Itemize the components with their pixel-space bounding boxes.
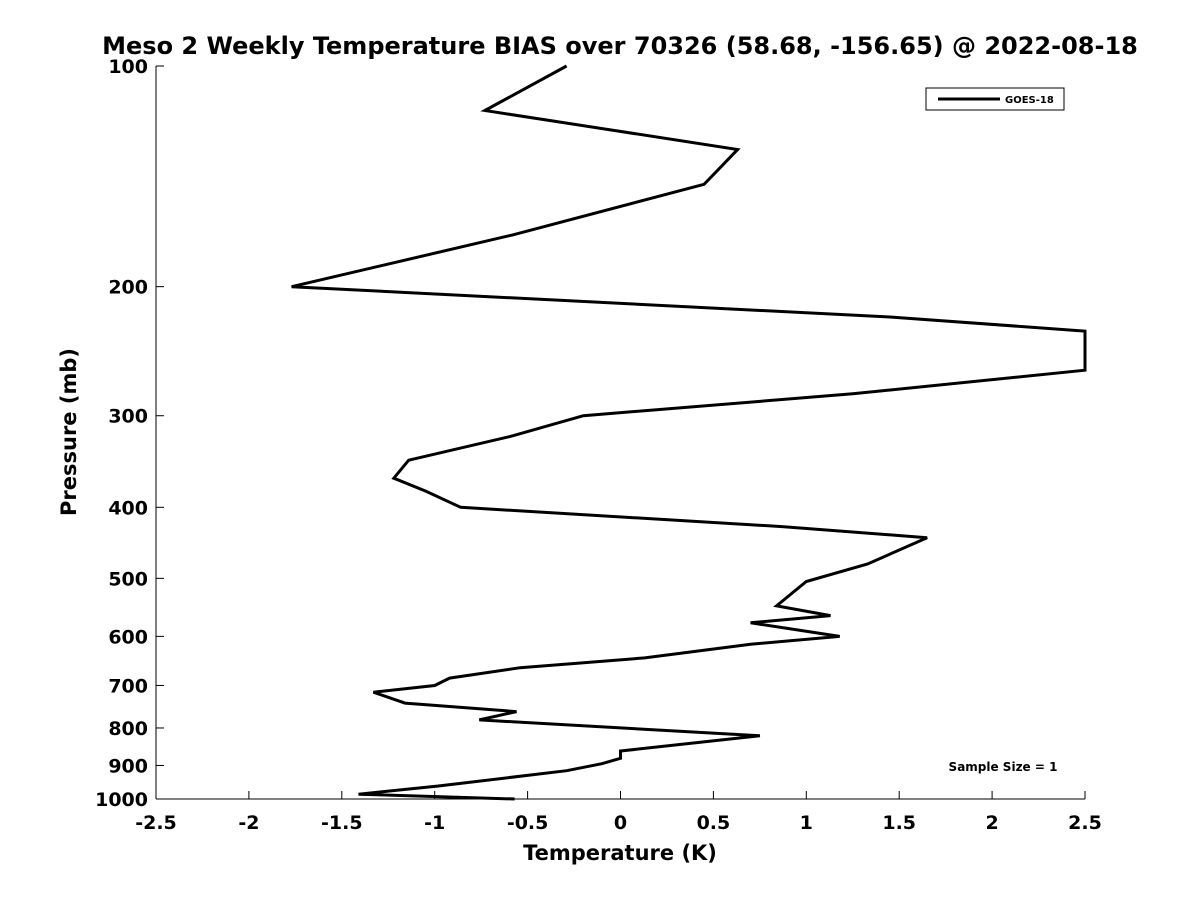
x-tick-label: 0 xyxy=(614,812,627,834)
plot-area xyxy=(156,66,1085,799)
y-tick-label: 1000 xyxy=(95,789,148,811)
x-tick-label: -0.5 xyxy=(507,812,549,834)
x-ticks: -2.5 -2 -1.5 -1 -0.5 0 0.5 1 1.5 2 2.5 xyxy=(135,791,1102,834)
y-tick-label: 800 xyxy=(108,718,148,740)
y-tick-label: 500 xyxy=(108,568,148,590)
x-tick-label: 1 xyxy=(800,812,813,834)
x-tick-label: 2 xyxy=(985,812,998,834)
y-ticks: 100 200 300 400 500 600 700 800 900 1000 xyxy=(95,56,164,811)
x-tick-label: 1.5 xyxy=(882,812,916,834)
x-tick-label: -2.5 xyxy=(135,812,177,834)
legend-label-goes-18: GOES-18 xyxy=(1005,95,1054,106)
x-tick-label: -2 xyxy=(238,812,259,834)
x-axis-label: Temperature (K) xyxy=(523,841,717,865)
y-tick-label: 700 xyxy=(108,675,148,697)
y-axis-label: Pressure (mb) xyxy=(57,348,81,516)
x-tick-label: 0.5 xyxy=(697,812,731,834)
x-tick-label: -1.5 xyxy=(321,812,363,834)
y-tick-label: 200 xyxy=(108,277,148,299)
sample-size-annotation: Sample Size = 1 xyxy=(949,760,1058,774)
y-tick-label: 400 xyxy=(108,497,148,519)
x-tick-label: -1 xyxy=(424,812,445,834)
x-tick-label: 2.5 xyxy=(1068,812,1102,834)
y-tick-label: 300 xyxy=(108,406,148,428)
y-tick-label: 900 xyxy=(108,755,148,777)
series-line-goes-18 xyxy=(291,64,1087,801)
chart-title: Meso 2 Weekly Temperature BIAS over 7032… xyxy=(102,32,1138,60)
y-tick-label: 100 xyxy=(108,56,148,78)
legend: GOES-18 xyxy=(925,87,1065,111)
y-tick-label: 600 xyxy=(108,626,148,648)
series-layer xyxy=(291,64,1087,801)
